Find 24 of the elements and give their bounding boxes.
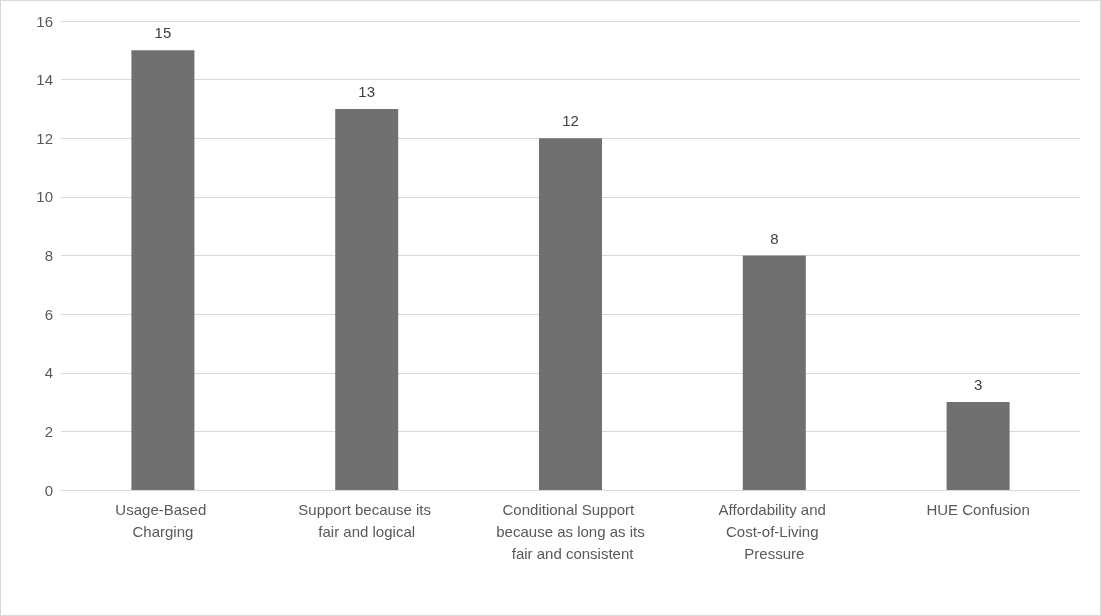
data-label: 12	[562, 112, 579, 130]
y-tick-label: 6	[44, 305, 53, 323]
y-tick-label: 12	[36, 129, 53, 147]
x-tick-label: Usage-Based Charging	[115, 500, 211, 540]
data-label: 3	[973, 376, 983, 394]
x-tick-label: Conditional Support because as long as its fair and consistent	[496, 500, 645, 562]
x-tick-label: HUE Confusion	[926, 500, 1030, 518]
data-label: 8	[770, 229, 779, 247]
y-tick-label: 10	[36, 188, 53, 206]
y-tick-label: 14	[36, 71, 53, 89]
y-tick-label: 8	[44, 247, 53, 264]
data-label: 13	[358, 82, 376, 100]
bar	[946, 402, 1010, 490]
bar	[335, 108, 399, 490]
y-tick-label: 16	[36, 12, 53, 30]
bar	[539, 138, 602, 490]
bar	[742, 255, 806, 490]
y-tick-label: 4	[44, 364, 53, 382]
bar	[131, 50, 195, 490]
x-tick-label: Support because its fair and logical	[298, 500, 436, 540]
y-tick-label: 2	[44, 422, 53, 440]
y-tick-label: 0	[44, 481, 53, 499]
data-label: 15	[154, 24, 172, 42]
x-tick-label: Affordability and Cost-of-Living Pressure	[718, 500, 831, 562]
